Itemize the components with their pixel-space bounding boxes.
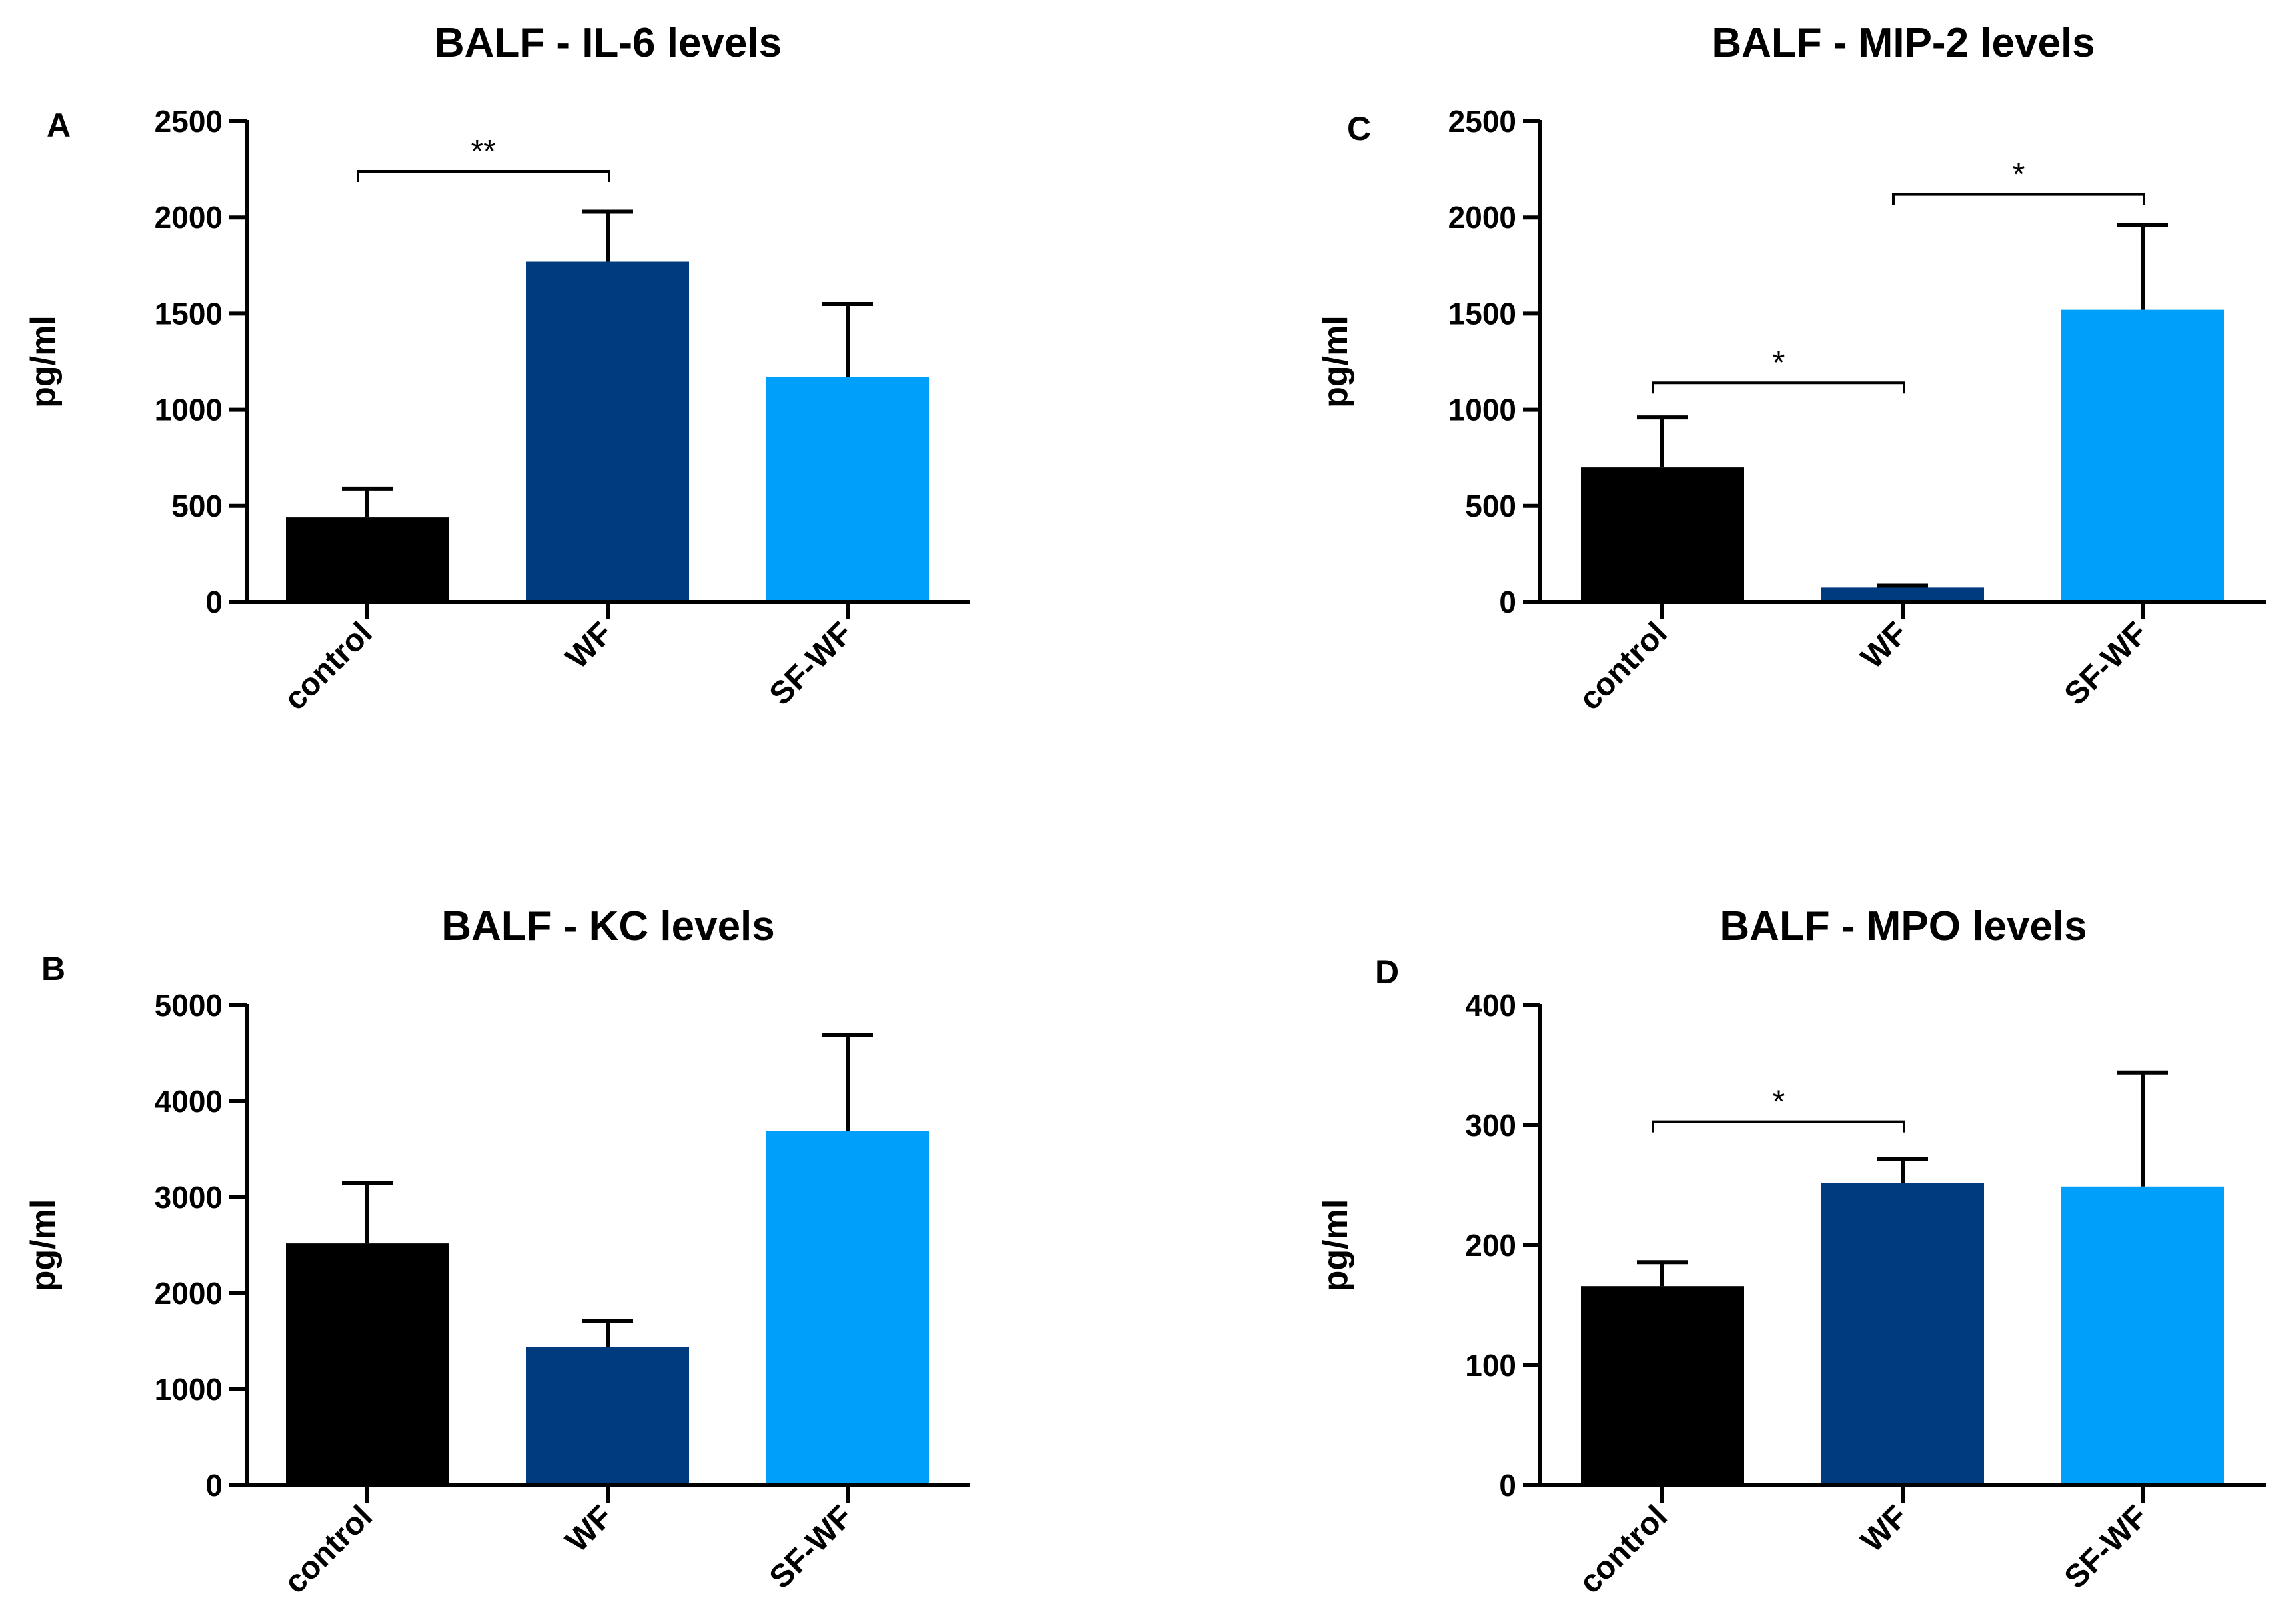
y-tick-label: 2000 <box>155 1276 223 1311</box>
y-tick-label: 4000 <box>155 1084 223 1119</box>
bar-wf <box>1821 587 1984 602</box>
panels: BALF - IL-6 levelsApg/ml0500100015002000… <box>24 20 2266 1601</box>
panel-letter: D <box>1375 953 1399 991</box>
x-tick-label-wf: WF <box>1855 1499 1915 1559</box>
chart-panel-c: BALF - MIP-2 levels Cpg/ml 0 500 1000 1500 200… <box>1316 20 2266 717</box>
y-tick-label: 300 <box>1465 1108 1516 1143</box>
y-tick-label: 0 <box>1499 1468 1516 1503</box>
x-tick-label-control: control <box>277 1499 379 1600</box>
bar-control <box>1581 1286 1744 1485</box>
y-tick-label: 2000 <box>1448 200 1516 235</box>
chart-title: BALF - MPO levels <box>1719 903 2087 949</box>
x-tick-label-control: control <box>1572 1499 1674 1600</box>
y-axis-title: pg/ml <box>1316 315 1355 408</box>
x-tick-label-control: control <box>277 615 379 717</box>
bar-sf-wf <box>2061 1186 2224 1485</box>
y-tick-label: 0 <box>205 585 223 619</box>
y-axis-title: pg/ml <box>24 1199 63 1292</box>
bar-control <box>1581 467 1744 602</box>
panel-letter: A <box>47 107 71 144</box>
significance-label: * <box>1773 1085 1785 1120</box>
chart-title: BALF - IL-6 levels <box>435 20 782 66</box>
significance-label: ** <box>471 134 495 169</box>
panel-letter: B <box>41 950 65 987</box>
bar-wf <box>526 261 689 602</box>
y-axis-title: pg/ml <box>1316 1199 1355 1292</box>
bar-control <box>286 1243 449 1485</box>
x-tick-label-wf: WF <box>559 1499 620 1559</box>
significance-bracket <box>357 169 610 182</box>
significance-bracket <box>1652 381 1905 394</box>
y-tick-label: 2000 <box>155 200 223 235</box>
y-tick-label: 5000 <box>155 988 223 1023</box>
y-tick-label: 400 <box>1465 988 1516 1023</box>
x-tick-label-sf-wf: SF-WF <box>763 615 860 712</box>
x-tick-label-sf-wf: SF-WF <box>2058 615 2155 712</box>
chart-panel-a: BALF - IL-6 levels Apg/ml 0 500 1000 1500 2000… <box>24 20 970 717</box>
y-tick-label: 200 <box>1465 1228 1516 1263</box>
y-axis-title: pg/ml <box>24 315 63 408</box>
y-tick-label: 500 <box>1465 489 1516 523</box>
y-tick-label: 1000 <box>1448 393 1516 427</box>
y-tick-label: 500 <box>171 489 223 523</box>
y-tick-label: 2500 <box>1448 104 1516 139</box>
y-tick-label: 1500 <box>155 296 223 331</box>
bar-wf <box>526 1347 689 1485</box>
chart-panel-d: BALF - MPO levels Dpg/ml 0 100 200 300 400 cont… <box>1316 903 2266 1601</box>
significance-bracket <box>1892 193 2145 205</box>
y-tick-label: 0 <box>1499 585 1516 619</box>
y-tick-label: 100 <box>1465 1348 1516 1383</box>
chart-panel-b: BALF - KC levels Bpg/ml 0 1000 2000 3000 4000 5… <box>24 903 970 1601</box>
x-tick-label-sf-wf: SF-WF <box>2058 1499 2155 1595</box>
significance-label: * <box>1773 345 1785 381</box>
y-tick-label: 1500 <box>1448 296 1516 331</box>
x-tick-label-sf-wf: SF-WF <box>763 1499 860 1595</box>
x-tick-label-wf: WF <box>1855 615 1915 675</box>
y-tick-label: 0 <box>205 1468 223 1503</box>
chart-title: BALF - KC levels <box>441 903 775 949</box>
y-tick-label: 1000 <box>155 1372 223 1407</box>
x-tick-label-wf: WF <box>559 615 620 675</box>
x-tick-label-control: control <box>1572 615 1674 717</box>
bar-sf-wf <box>766 1131 929 1485</box>
panel-letter: C <box>1347 110 1371 147</box>
bar-wf <box>1821 1183 1984 1485</box>
bar-sf-wf <box>2061 309 2224 602</box>
significance-bracket <box>1652 1120 1905 1133</box>
chart-title: BALF - MIP-2 levels <box>1711 20 2095 66</box>
significance-label: * <box>2013 157 2025 193</box>
y-tick-label: 3000 <box>155 1180 223 1215</box>
y-tick-label: 2500 <box>155 104 223 139</box>
bar-control <box>286 517 449 602</box>
bar-sf-wf <box>766 377 929 602</box>
y-tick-label: 1000 <box>155 393 223 427</box>
